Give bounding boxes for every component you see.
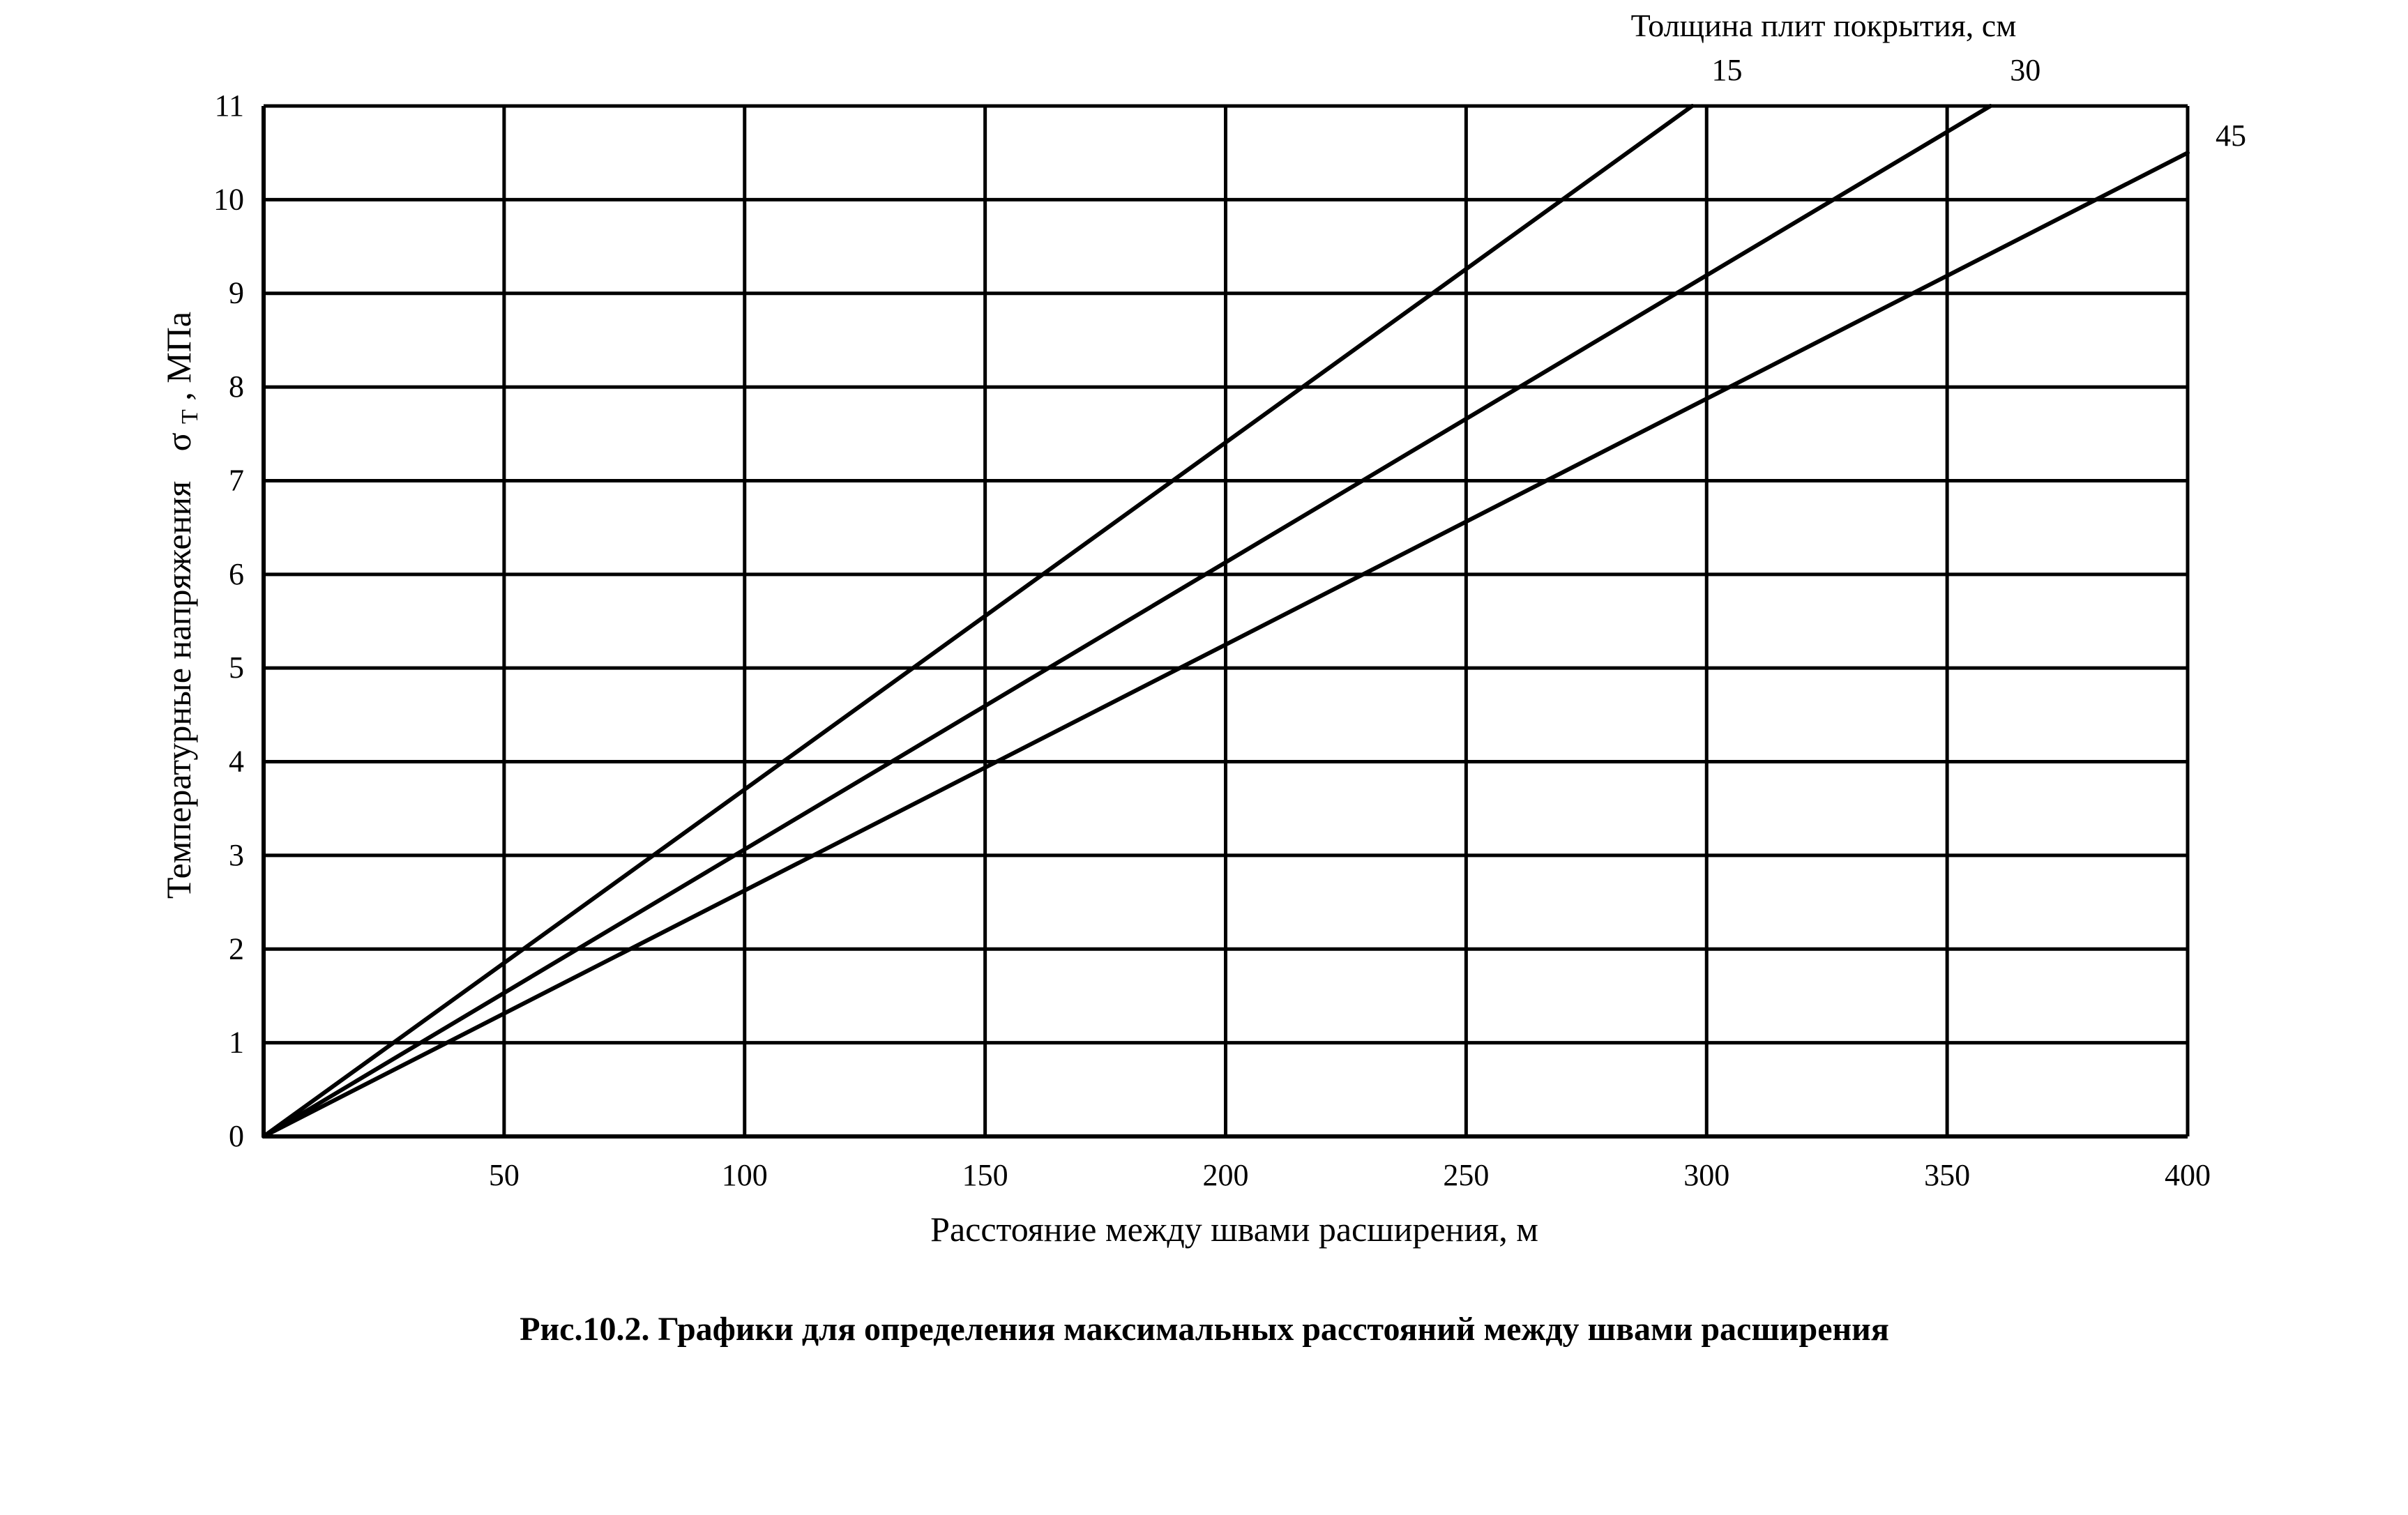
y-tick-label-9: 9 xyxy=(229,276,244,310)
x-tick-label-200: 200 xyxy=(1203,1158,1249,1192)
y-tick-label-0: 0 xyxy=(229,1119,244,1153)
series-line-30 xyxy=(262,104,1993,1139)
series-legend-title: Толщина плит покрытия, см xyxy=(1631,8,2017,43)
y-axis-sigma: σ xyxy=(159,432,198,451)
y-tick-label-3: 3 xyxy=(229,838,244,872)
x-tick-label-50: 50 xyxy=(489,1158,520,1192)
x-tick-label-250: 250 xyxy=(1443,1158,1489,1192)
series-lines: 15 30 45 xyxy=(262,53,2246,1139)
series-label-15: 15 xyxy=(1712,53,1743,87)
figure-caption: Рис.10.2. Графики для определения максим… xyxy=(520,1311,1889,1348)
y-tick-label-7: 7 xyxy=(229,463,244,497)
x-tick-label-350: 350 xyxy=(1924,1158,1970,1192)
y-axis-title: Температурные напряжения σ Т , МПа xyxy=(159,312,205,899)
x-tick-label-300: 300 xyxy=(1683,1158,1729,1192)
tick-labels: 0 1 2 3 4 5 6 7 8 9 10 11 50 100 150 200 250 300 350 400 xyxy=(213,89,2211,1192)
x-tick-label-150: 150 xyxy=(962,1158,1008,1192)
y-axis-sigma-subscript: Т xyxy=(177,409,203,424)
y-tick-label-5: 5 xyxy=(229,650,244,685)
series-label-45: 45 xyxy=(2216,119,2246,153)
y-tick-label-1: 1 xyxy=(229,1026,244,1060)
y-axis-unit: , МПа xyxy=(159,312,198,401)
x-tick-label-400: 400 xyxy=(2165,1158,2211,1192)
y-tick-label-4: 4 xyxy=(229,745,244,779)
y-tick-label-8: 8 xyxy=(229,370,244,404)
y-axis-title-text: Температурные напряжения xyxy=(159,481,198,899)
grid xyxy=(262,104,2190,1139)
y-tick-label-11: 11 xyxy=(215,89,244,123)
x-tick-label-100: 100 xyxy=(722,1158,768,1192)
series-line-15 xyxy=(262,104,1695,1139)
y-tick-label-6: 6 xyxy=(229,557,244,591)
x-axis-title: Расстояние между швами расширения, м xyxy=(930,1210,1538,1249)
series-line-45 xyxy=(262,151,2190,1139)
series-label-30: 30 xyxy=(2010,53,2040,87)
y-tick-label-10: 10 xyxy=(213,182,244,216)
y-tick-label-2: 2 xyxy=(229,931,244,966)
